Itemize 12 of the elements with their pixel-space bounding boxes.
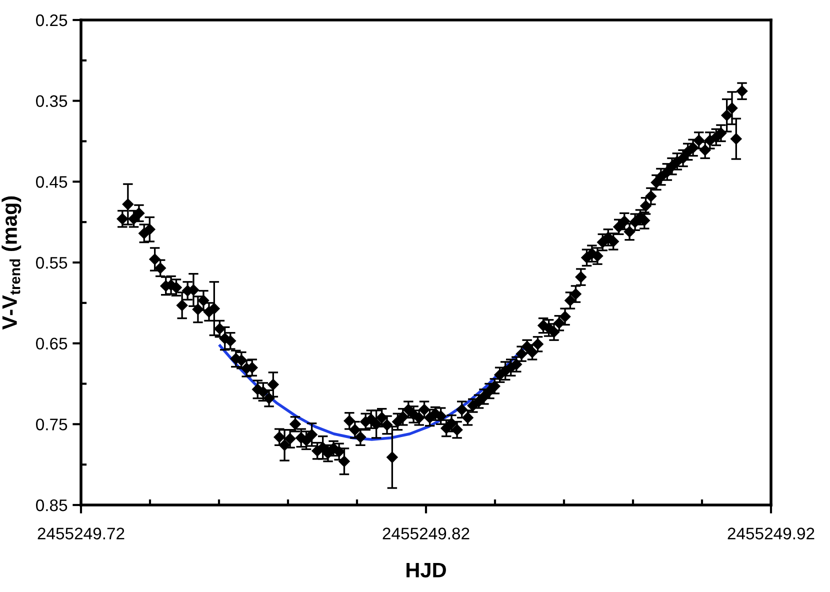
x-axis-title: HJD xyxy=(406,562,446,578)
y-axis-title: V-V$_{trend}$ (mag) xyxy=(2,196,22,330)
y-tick-label: 0.45 xyxy=(36,176,68,188)
x-tick-label: 2455249.72 xyxy=(38,528,124,540)
y-tick-label: 0.65 xyxy=(36,338,68,350)
y-tick-label: 0.55 xyxy=(36,256,68,269)
y-tick-label: 0.85 xyxy=(36,499,68,512)
x-tick-label: 2455249.92 xyxy=(728,528,814,540)
y-tick-label: 0.25 xyxy=(36,14,68,26)
y-tick-label: 0.35 xyxy=(36,95,68,108)
y-tick-label: 0.75 xyxy=(36,418,68,430)
x-tick-label: 2455249.82 xyxy=(382,528,470,540)
